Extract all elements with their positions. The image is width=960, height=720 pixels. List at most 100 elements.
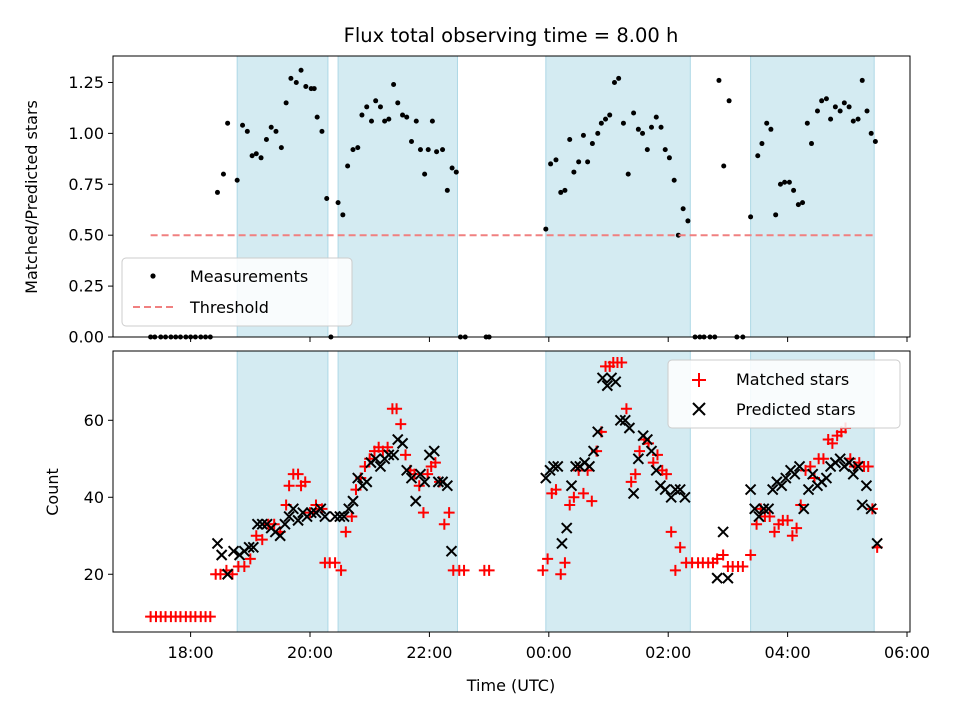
matched-star-point-60 — [438, 518, 450, 530]
measurement-point-37 — [335, 200, 341, 206]
predicted-star-point-49 — [441, 480, 454, 492]
measurement-point-53 — [409, 139, 415, 145]
predicted-star-point-72 — [632, 453, 645, 465]
measurement-point-85 — [620, 120, 626, 126]
measurement-point-61 — [444, 187, 450, 193]
predicted-star-point-41 — [405, 472, 418, 484]
measurement-point-81 — [603, 116, 609, 122]
measurement-point-62 — [449, 165, 455, 171]
matched-star-point-68 — [542, 553, 554, 565]
predicted-star-point-75 — [645, 445, 658, 457]
matched-star-point-51 — [400, 449, 412, 461]
measurement-point-97 — [675, 232, 681, 238]
measurement-point-76 — [580, 132, 586, 138]
predicted-star-point-6 — [243, 541, 255, 554]
matched-star-point-76 — [577, 487, 589, 499]
measurement-point-40 — [350, 147, 356, 153]
matched-star-point-72 — [559, 557, 571, 569]
predicted-star-point-53 — [547, 460, 560, 473]
matched-star-point-127 — [817, 453, 829, 465]
measurement-point-116 — [777, 181, 783, 187]
measurement-point-82 — [607, 112, 613, 118]
measurement-point-115 — [773, 212, 779, 218]
measurement-point-46 — [377, 104, 383, 110]
measurement-point-95 — [666, 155, 672, 161]
measurement-point-134 — [859, 77, 865, 83]
matched-star-point-119 — [782, 514, 794, 526]
matched-star-point-97 — [669, 564, 681, 576]
predicted-star-point-90 — [762, 503, 775, 515]
measurement-point-45 — [373, 98, 379, 104]
measurement-point-84 — [616, 75, 622, 81]
legend-measurements-marker — [150, 273, 156, 279]
predicted-star-point-91 — [766, 483, 779, 496]
bottom-plot-panel: 18:00 20:00 22:00 00:00 02:00 04:00 06:00 20 40 6… — [43, 350, 930, 695]
predicted-star-point-67 — [609, 376, 622, 388]
predicted-star-point-8 — [251, 518, 264, 530]
predicted-star-point-99 — [802, 483, 815, 496]
bottom-x-tick-label-4: 02:00 — [645, 643, 691, 662]
bottom-legend: Matched stars Predicted stars — [667, 359, 901, 429]
matched-star-point-19 — [244, 553, 256, 565]
measurement-point-129 — [837, 108, 843, 114]
measurement-point-43 — [364, 104, 370, 110]
predicted-star-point-69 — [619, 414, 631, 426]
predicted-star-point-106 — [834, 453, 846, 465]
predicted-star-point-111 — [856, 499, 868, 511]
measurement-point-105 — [716, 77, 722, 83]
predicted-star-point-51 — [540, 472, 552, 484]
measurement-point-32 — [311, 86, 317, 92]
measurement-point-107 — [726, 98, 732, 104]
matched-star-point-110 — [737, 561, 749, 573]
predicted-star-point-46 — [428, 445, 440, 457]
bottom-x-tick-label-3: 00:00 — [526, 643, 572, 662]
measurement-point-56 — [422, 171, 428, 177]
measurement-point-35 — [324, 196, 330, 202]
bottom-x-tick-label-5: 04:00 — [765, 643, 811, 662]
predicted-star-point-2 — [221, 568, 234, 580]
measurement-point-25 — [278, 145, 284, 151]
predicted-star-point-15 — [283, 510, 295, 523]
measurement-point-136 — [868, 130, 874, 136]
predicted-star-point-26 — [338, 510, 350, 523]
legend-matched-marker — [692, 373, 706, 387]
measurement-point-96 — [671, 177, 677, 183]
top-legend: Measurements Threshold — [121, 257, 353, 327]
predicted-star-point-58 — [569, 460, 582, 473]
measurement-point-94 — [662, 147, 668, 153]
measurement-point-78 — [589, 141, 595, 147]
predicted-star-point-27 — [343, 503, 355, 515]
predicted-star-point-80 — [669, 483, 682, 496]
matched-star-point-26 — [283, 480, 295, 492]
predicted-star-point-31 — [361, 476, 373, 488]
measurement-point-60 — [440, 147, 446, 153]
measurement-point-128 — [832, 104, 838, 110]
measurement-point-91 — [648, 124, 654, 130]
legend-predicted-label: Predicted stars — [736, 400, 856, 419]
measurement-point-75 — [576, 159, 582, 165]
predicted-star-point-82 — [679, 491, 691, 503]
predicted-star-point-14 — [279, 518, 291, 530]
bottom-series — [145, 357, 883, 623]
predicted-star-point-24 — [329, 510, 341, 523]
measurement-point-121 — [800, 200, 806, 206]
measurement-point-54 — [413, 118, 419, 124]
matched-star-point-111 — [745, 549, 757, 561]
measurement-point-72 — [562, 187, 568, 193]
measurement-point-20 — [253, 151, 259, 157]
predicted-star-point-64 — [596, 372, 609, 384]
measurement-point-24 — [273, 128, 279, 134]
measurement-point-41 — [355, 145, 361, 151]
top-y-tick-label-2: 0.50 — [68, 226, 104, 245]
measurement-point-73 — [567, 136, 573, 142]
bottom-x-tick-label-2: 22:00 — [406, 643, 452, 662]
top-y-tick-label-1: 0.25 — [68, 277, 104, 296]
measurement-point-111 — [755, 153, 761, 159]
matched-star-point-38 — [340, 526, 352, 538]
bottom-x-tick-label-0: 18:00 — [168, 643, 214, 662]
predicted-star-point-103 — [820, 472, 833, 484]
bottom-plot-frame — [112, 350, 911, 633]
matched-star-point-20 — [250, 530, 262, 542]
matched-star-point-74 — [568, 491, 580, 503]
